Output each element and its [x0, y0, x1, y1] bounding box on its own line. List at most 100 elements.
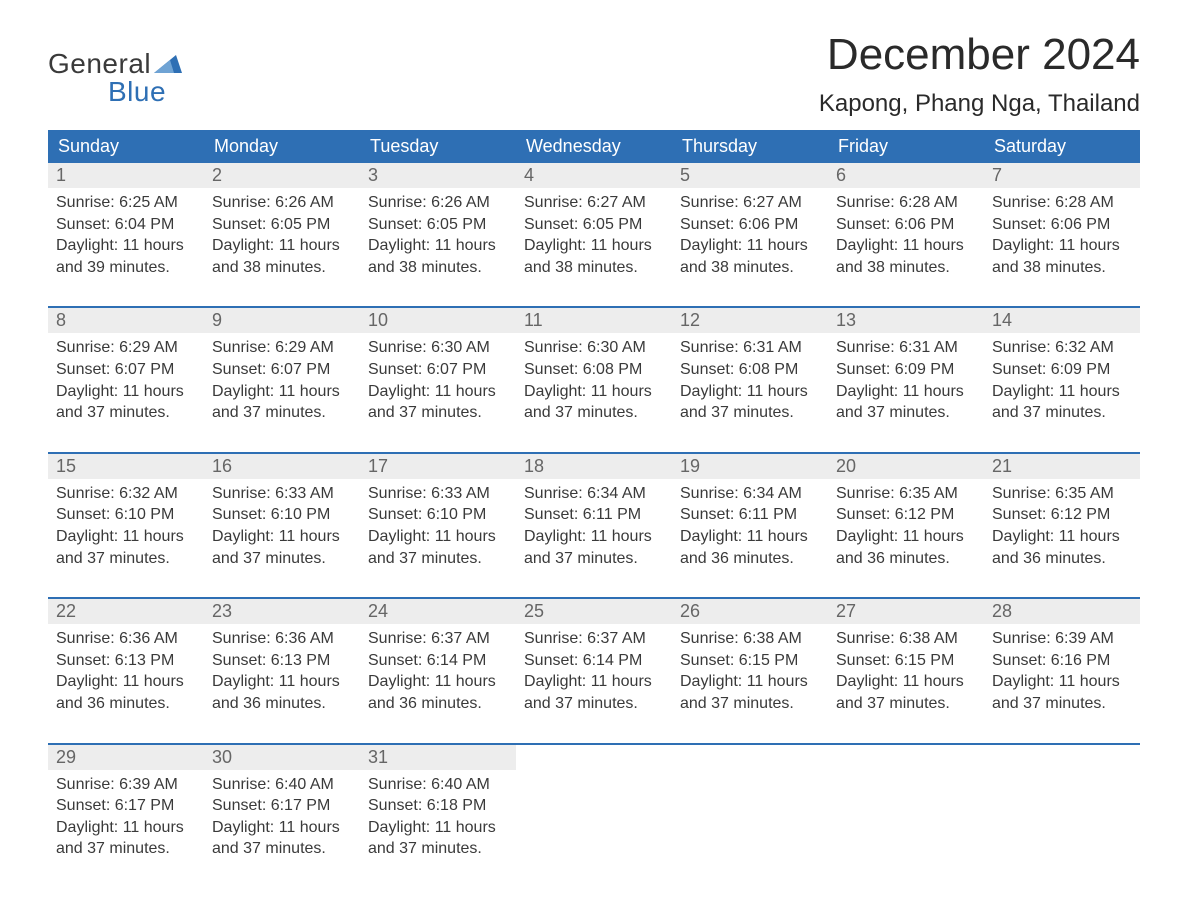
day-number: 12: [680, 310, 700, 330]
day-details-8: Sunrise: 6:29 AMSunset: 6:07 PMDaylight:…: [48, 333, 204, 452]
detail-sunrise: Sunrise: 6:39 AM: [56, 774, 196, 796]
detail-sunrise: Sunrise: 6:40 AM: [212, 774, 352, 796]
detail-dl2: and 37 minutes.: [212, 402, 352, 424]
day-number: 15: [56, 456, 76, 476]
detail-dl2: and 37 minutes.: [212, 548, 352, 570]
detail-sunrise: Sunrise: 6:30 AM: [368, 337, 508, 359]
detail-sunset: Sunset: 6:06 PM: [992, 214, 1132, 236]
empty-cell: [516, 770, 672, 888]
day-number: 16: [212, 456, 232, 476]
detail-dl2: and 37 minutes.: [212, 838, 352, 860]
detail-dl2: and 37 minutes.: [836, 402, 976, 424]
daynum-row: 22232425262728: [48, 599, 1140, 624]
day-details-7: Sunrise: 6:28 AMSunset: 6:06 PMDaylight:…: [984, 188, 1140, 307]
detail-sunset: Sunset: 6:14 PM: [368, 650, 508, 672]
day-cell-15: 15: [48, 454, 204, 479]
detail-dl2: and 36 minutes.: [680, 548, 820, 570]
detail-sunset: Sunset: 6:05 PM: [368, 214, 508, 236]
detail-dl2: and 38 minutes.: [992, 257, 1132, 279]
day-number: 5: [680, 165, 690, 185]
detail-sunrise: Sunrise: 6:37 AM: [524, 628, 664, 650]
daynum-row: 891011121314: [48, 308, 1140, 333]
detail-dl1: Daylight: 11 hours: [368, 381, 508, 403]
day-cell-14: 14: [984, 308, 1140, 333]
detail-dl1: Daylight: 11 hours: [368, 671, 508, 693]
details-row: Sunrise: 6:39 AMSunset: 6:17 PMDaylight:…: [48, 770, 1140, 888]
day-number: 13: [836, 310, 856, 330]
day-details-22: Sunrise: 6:36 AMSunset: 6:13 PMDaylight:…: [48, 624, 204, 743]
detail-dl1: Daylight: 11 hours: [680, 235, 820, 257]
day-cell-24: 24: [360, 599, 516, 624]
detail-dl1: Daylight: 11 hours: [836, 671, 976, 693]
detail-sunrise: Sunrise: 6:29 AM: [212, 337, 352, 359]
detail-dl2: and 38 minutes.: [836, 257, 976, 279]
detail-dl2: and 37 minutes.: [992, 402, 1132, 424]
detail-dl2: and 38 minutes.: [368, 257, 508, 279]
detail-dl2: and 38 minutes.: [212, 257, 352, 279]
detail-dl2: and 37 minutes.: [56, 402, 196, 424]
detail-sunset: Sunset: 6:18 PM: [368, 795, 508, 817]
day-cell-11: 11: [516, 308, 672, 333]
detail-sunset: Sunset: 6:06 PM: [836, 214, 976, 236]
detail-dl2: and 39 minutes.: [56, 257, 196, 279]
day-cell-19: 19: [672, 454, 828, 479]
detail-dl2: and 37 minutes.: [368, 402, 508, 424]
day-number: 9: [212, 310, 222, 330]
daynum-row: 293031: [48, 745, 1140, 770]
detail-dl1: Daylight: 11 hours: [992, 381, 1132, 403]
detail-dl1: Daylight: 11 hours: [56, 817, 196, 839]
empty-cell: [516, 745, 672, 770]
day-details-17: Sunrise: 6:33 AMSunset: 6:10 PMDaylight:…: [360, 479, 516, 598]
day-number: 7: [992, 165, 1002, 185]
detail-sunset: Sunset: 6:05 PM: [212, 214, 352, 236]
detail-sunrise: Sunrise: 6:26 AM: [212, 192, 352, 214]
day-number: 30: [212, 747, 232, 767]
day-details-6: Sunrise: 6:28 AMSunset: 6:06 PMDaylight:…: [828, 188, 984, 307]
detail-dl1: Daylight: 11 hours: [56, 381, 196, 403]
details-row: Sunrise: 6:25 AMSunset: 6:04 PMDaylight:…: [48, 188, 1140, 307]
day-number: 10: [368, 310, 388, 330]
day-cell-31: 31: [360, 745, 516, 770]
daynum-row: 15161718192021: [48, 454, 1140, 479]
detail-dl2: and 38 minutes.: [680, 257, 820, 279]
weekday-5: Friday: [828, 130, 984, 163]
detail-sunset: Sunset: 6:15 PM: [680, 650, 820, 672]
day-cell-1: 1: [48, 163, 204, 188]
day-cell-10: 10: [360, 308, 516, 333]
detail-sunset: Sunset: 6:08 PM: [524, 359, 664, 381]
detail-sunset: Sunset: 6:12 PM: [992, 504, 1132, 526]
detail-sunrise: Sunrise: 6:30 AM: [524, 337, 664, 359]
day-details-24: Sunrise: 6:37 AMSunset: 6:14 PMDaylight:…: [360, 624, 516, 743]
day-details-4: Sunrise: 6:27 AMSunset: 6:05 PMDaylight:…: [516, 188, 672, 307]
detail-dl1: Daylight: 11 hours: [368, 235, 508, 257]
day-number: 17: [368, 456, 388, 476]
day-details-13: Sunrise: 6:31 AMSunset: 6:09 PMDaylight:…: [828, 333, 984, 452]
day-number: 20: [836, 456, 856, 476]
day-cell-27: 27: [828, 599, 984, 624]
title-block: December 2024 Kapong, Phang Nga, Thailan…: [819, 30, 1140, 122]
detail-sunrise: Sunrise: 6:37 AM: [368, 628, 508, 650]
day-details-19: Sunrise: 6:34 AMSunset: 6:11 PMDaylight:…: [672, 479, 828, 598]
detail-sunrise: Sunrise: 6:38 AM: [836, 628, 976, 650]
day-cell-16: 16: [204, 454, 360, 479]
weekday-3: Wednesday: [516, 130, 672, 163]
detail-dl1: Daylight: 11 hours: [524, 381, 664, 403]
calendar-body: 1234567Sunrise: 6:25 AMSunset: 6:04 PMDa…: [48, 163, 1140, 888]
logo-line2: Blue: [108, 76, 182, 108]
detail-sunrise: Sunrise: 6:29 AM: [56, 337, 196, 359]
day-cell-18: 18: [516, 454, 672, 479]
detail-sunrise: Sunrise: 6:34 AM: [680, 483, 820, 505]
day-cell-22: 22: [48, 599, 204, 624]
detail-sunset: Sunset: 6:07 PM: [56, 359, 196, 381]
detail-sunset: Sunset: 6:07 PM: [212, 359, 352, 381]
detail-sunrise: Sunrise: 6:33 AM: [368, 483, 508, 505]
details-row: Sunrise: 6:32 AMSunset: 6:10 PMDaylight:…: [48, 479, 1140, 598]
day-details-27: Sunrise: 6:38 AMSunset: 6:15 PMDaylight:…: [828, 624, 984, 743]
logo: General Blue: [48, 48, 182, 108]
day-number: 26: [680, 601, 700, 621]
day-details-25: Sunrise: 6:37 AMSunset: 6:14 PMDaylight:…: [516, 624, 672, 743]
day-details-11: Sunrise: 6:30 AMSunset: 6:08 PMDaylight:…: [516, 333, 672, 452]
detail-dl1: Daylight: 11 hours: [212, 235, 352, 257]
detail-sunrise: Sunrise: 6:32 AM: [56, 483, 196, 505]
detail-sunrise: Sunrise: 6:35 AM: [836, 483, 976, 505]
